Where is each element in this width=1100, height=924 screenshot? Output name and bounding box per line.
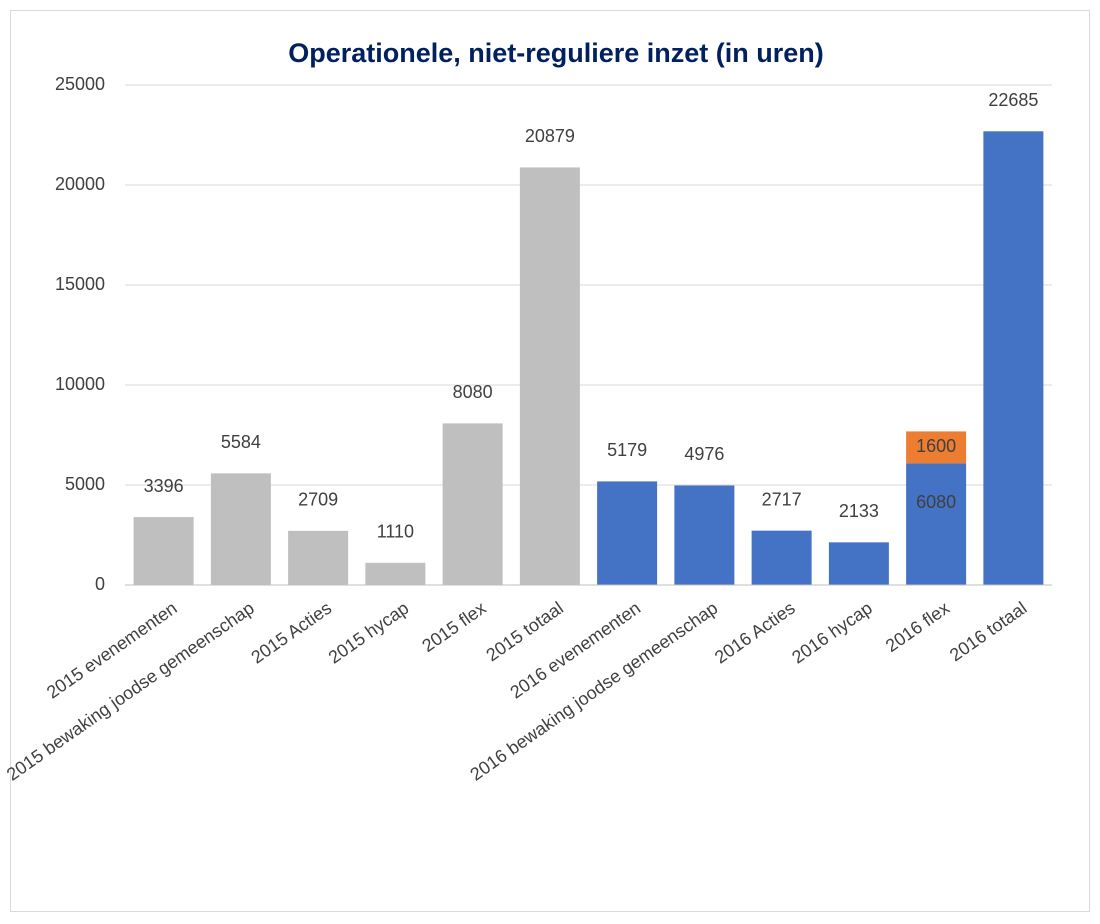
y-tick-label: 10000 xyxy=(55,374,105,394)
bar xyxy=(442,423,503,585)
bar xyxy=(828,542,889,585)
y-tick-label: 15000 xyxy=(55,274,105,294)
data-label: 2133 xyxy=(839,501,879,521)
chart-title: Operationele, niet-reguliere inzet (in u… xyxy=(288,38,824,68)
y-tick-label: 5000 xyxy=(65,474,105,494)
data-label: 6080 xyxy=(916,492,956,512)
y-tick-label: 0 xyxy=(95,574,105,594)
y-tick-label: 20000 xyxy=(55,174,105,194)
bar xyxy=(288,530,349,585)
data-label: 22685 xyxy=(988,90,1038,110)
data-label: 2709 xyxy=(298,490,338,510)
data-label: 1600 xyxy=(916,436,956,456)
bar xyxy=(210,473,271,585)
data-label: 2717 xyxy=(762,489,802,509)
data-label: 5179 xyxy=(607,440,647,460)
data-label: 20879 xyxy=(525,126,575,146)
data-label: 5584 xyxy=(221,432,261,452)
bar xyxy=(751,530,812,585)
data-label: 4976 xyxy=(684,444,724,464)
bar xyxy=(519,167,580,586)
bar xyxy=(597,481,658,585)
bar xyxy=(983,131,1044,586)
data-label: 1110 xyxy=(377,522,414,542)
data-label: 8080 xyxy=(453,382,493,402)
bar xyxy=(365,562,426,585)
bar xyxy=(906,463,967,585)
data-label: 3396 xyxy=(144,476,184,496)
bar xyxy=(674,485,735,585)
bar xyxy=(906,431,967,464)
y-tick-label: 25000 xyxy=(55,74,105,94)
bar xyxy=(133,517,194,585)
